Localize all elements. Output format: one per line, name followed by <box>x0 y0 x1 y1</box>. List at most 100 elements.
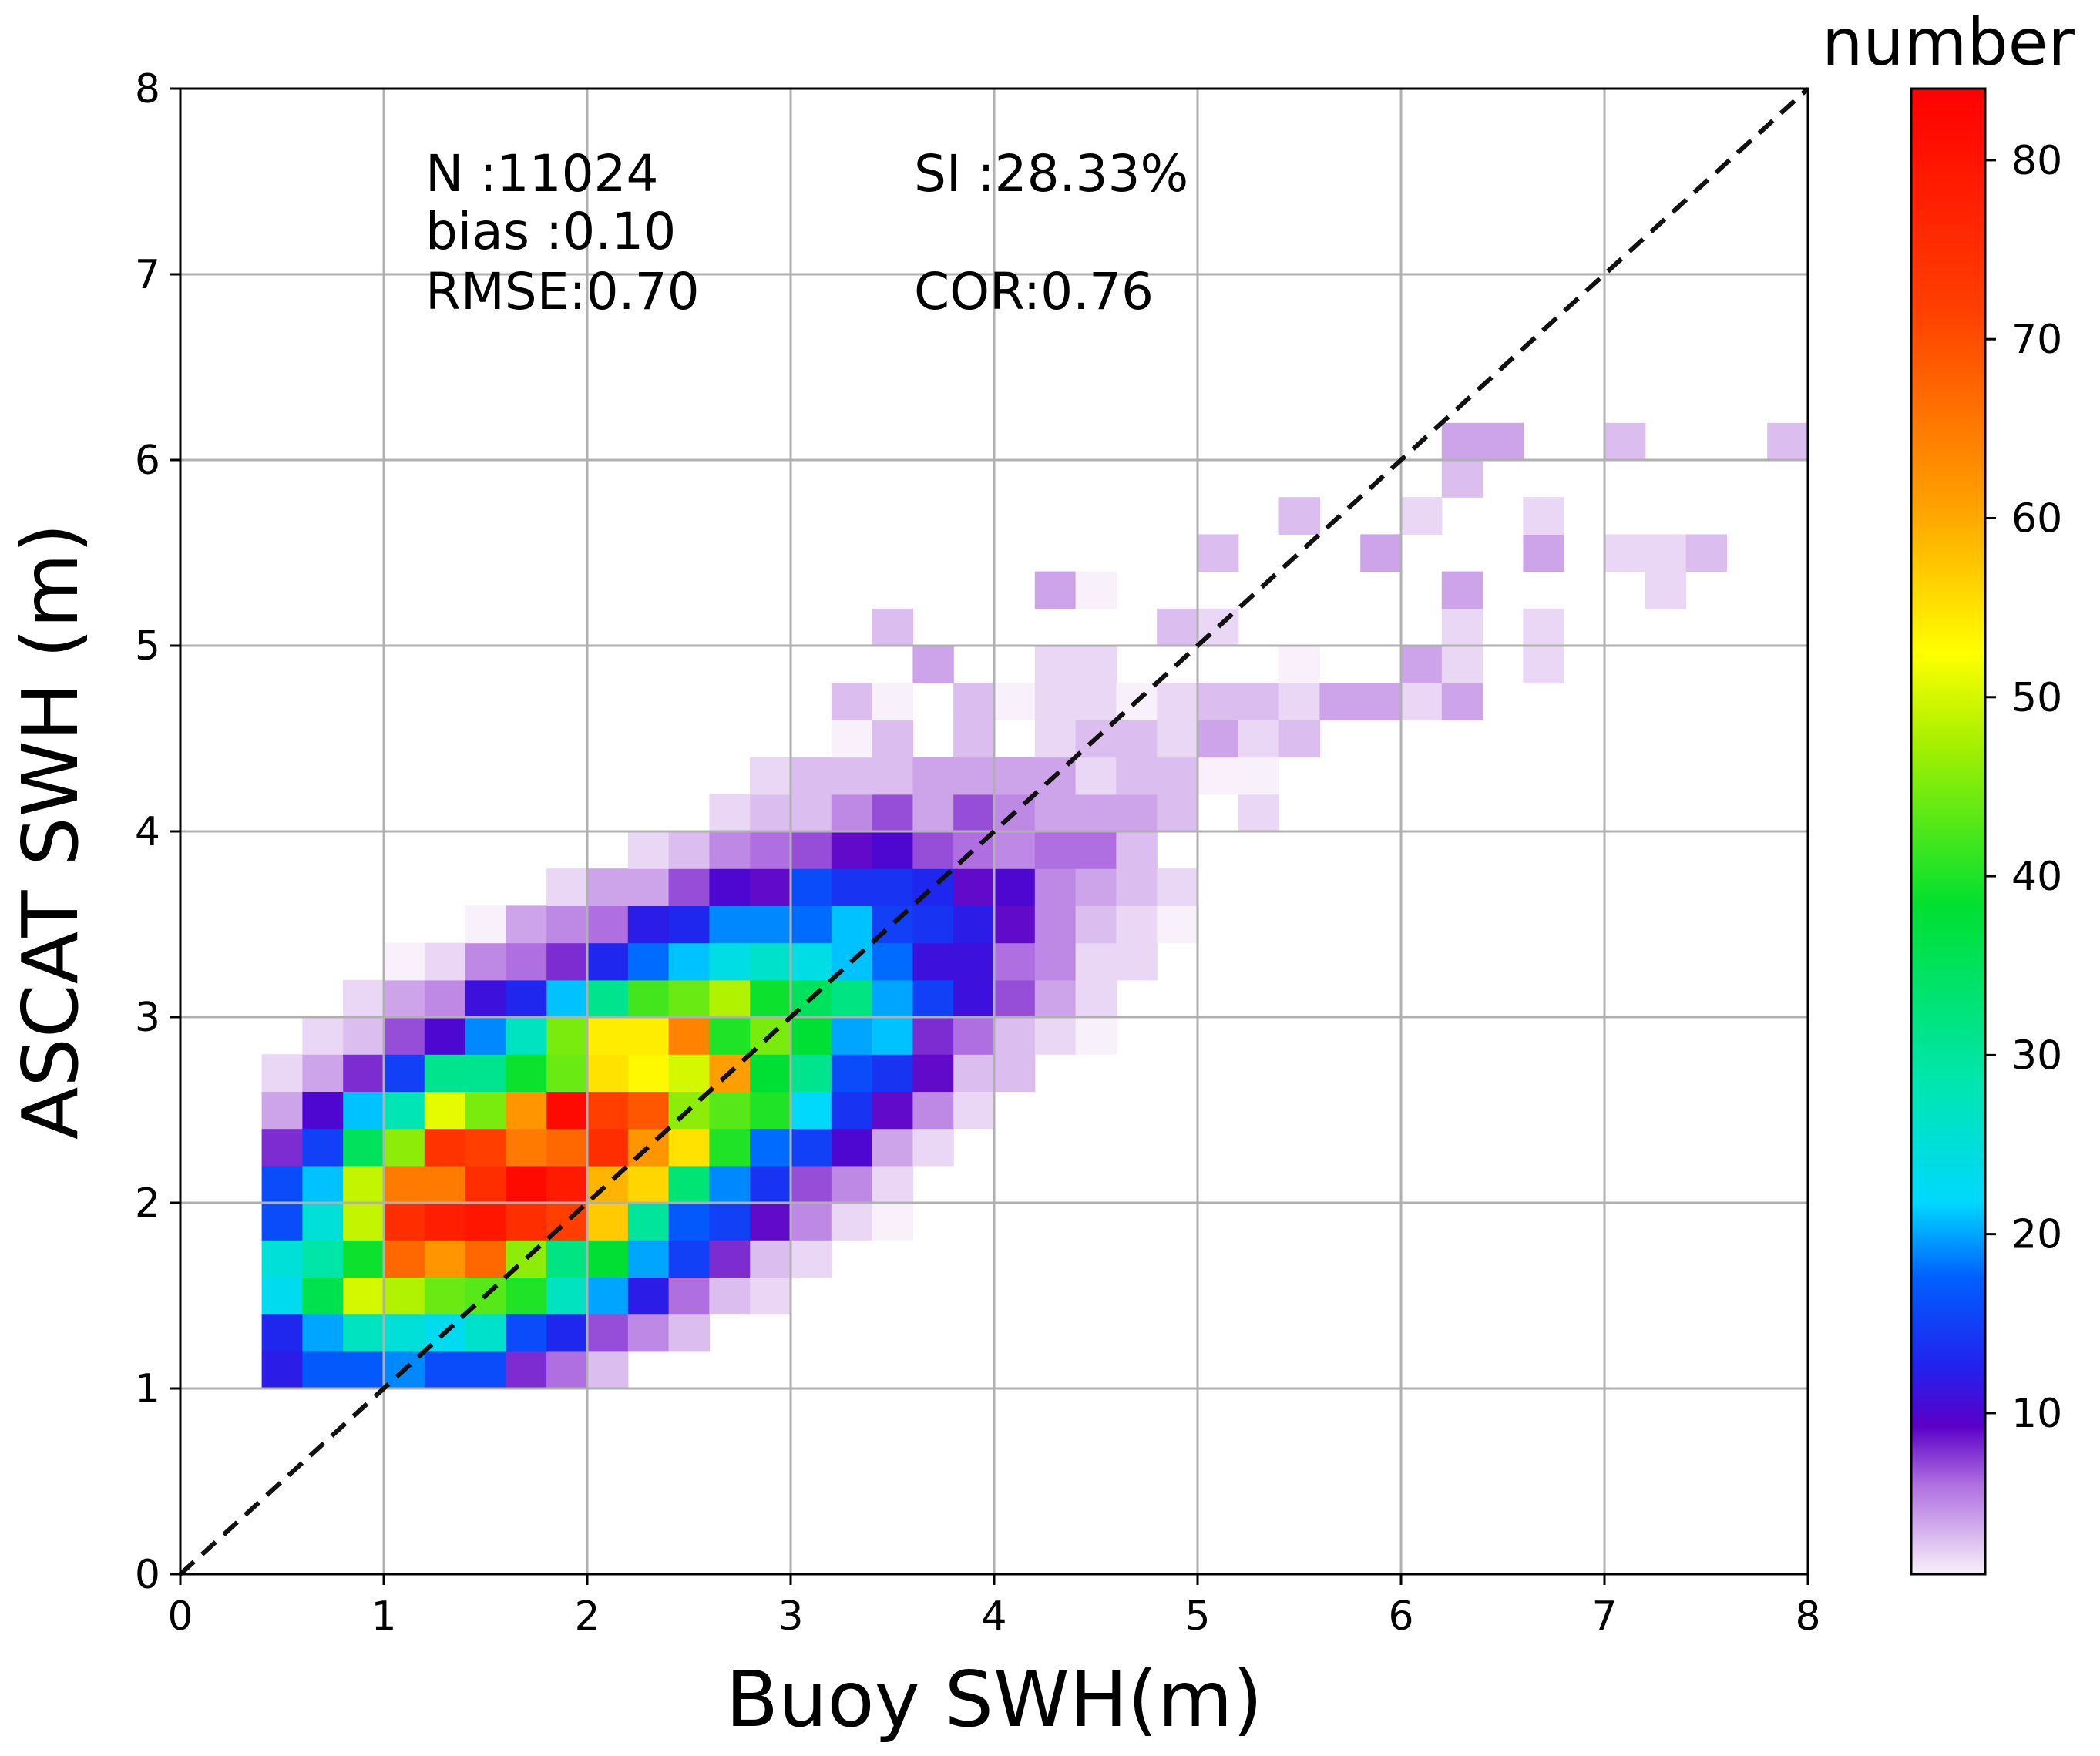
heatmap-bin <box>994 683 1036 720</box>
heatmap-bin <box>1034 720 1077 758</box>
heatmap-bin <box>627 905 670 944</box>
heatmap-bin <box>791 942 832 981</box>
heatmap-bin <box>750 868 791 906</box>
heatmap-bin <box>1157 868 1198 906</box>
heatmap-bin <box>994 831 1036 869</box>
heatmap-bin <box>791 1091 832 1130</box>
heatmap-bin <box>1075 905 1117 944</box>
heatmap-bin <box>1441 571 1483 609</box>
heatmap-bin <box>1441 460 1483 498</box>
heatmap-bin <box>302 1351 344 1389</box>
heatmap-bin <box>912 1128 954 1167</box>
heatmap-bin <box>302 1091 344 1130</box>
heatmap-bin <box>1238 683 1280 720</box>
heatmap-bin <box>424 1165 466 1204</box>
heatmap-bin <box>831 757 873 795</box>
heatmap-bin <box>424 1128 466 1167</box>
heatmap-bin <box>546 1128 588 1167</box>
heatmap-cells <box>261 422 1809 1389</box>
heatmap-bin <box>791 1240 832 1278</box>
heatmap-bin <box>1075 571 1117 609</box>
heatmap-bin <box>791 905 832 944</box>
heatmap-bin <box>668 1314 710 1352</box>
heatmap-bin <box>668 831 710 869</box>
heatmap-bin <box>261 1203 303 1241</box>
y-tick-label: 3 <box>135 995 160 1041</box>
heatmap-bin <box>791 1017 832 1055</box>
heatmap-bin <box>668 868 710 906</box>
y-tick-label: 0 <box>135 1552 160 1598</box>
heatmap-bin <box>668 905 710 944</box>
x-axis-ticks: 0 1 2 3 4 5 6 7 8 <box>167 1574 1821 1640</box>
heatmap-bin <box>506 1277 547 1315</box>
colorbar-gradient <box>1911 89 1985 1574</box>
heatmap-bin <box>302 1277 344 1315</box>
heatmap-bin <box>1198 683 1239 720</box>
heatmap-bin <box>1157 608 1198 646</box>
heatmap-bin <box>1604 422 1646 461</box>
heatmap-bin <box>953 868 995 906</box>
grid-lines <box>180 89 1808 1574</box>
x-tick-label: 5 <box>1184 1593 1210 1640</box>
heatmap-bin <box>384 979 425 1018</box>
heatmap-bin <box>343 1017 385 1055</box>
heatmap-bin <box>506 1054 547 1092</box>
heatmap-bin <box>709 1017 751 1055</box>
heatmap-bin <box>1198 534 1239 572</box>
heatmap-bin <box>872 794 913 832</box>
heatmap-bin <box>953 720 995 758</box>
heatmap-bin <box>994 942 1036 981</box>
heatmap-bin <box>872 1054 913 1092</box>
stat-rmse: RMSE:0.70 <box>425 262 700 321</box>
heatmap-bin <box>750 1128 791 1167</box>
heatmap-bin <box>384 1091 425 1130</box>
heatmap-bin <box>1116 757 1158 795</box>
heatmap-bin <box>424 1054 466 1092</box>
stats-annotation: N :11024 bias :0.10 RMSE:0.70 SI :28.33%… <box>425 144 1188 321</box>
heatmap-bin <box>384 1314 425 1352</box>
heatmap-bin <box>424 1240 466 1278</box>
heatmap-bin <box>831 1017 873 1055</box>
heatmap-bin <box>750 942 791 981</box>
heatmap-bin <box>587 1203 629 1241</box>
heatmap-bin <box>709 1165 751 1204</box>
heatmap-bin <box>750 1277 791 1315</box>
heatmap-bin <box>1441 608 1483 646</box>
heatmap-bin <box>750 1240 791 1278</box>
heatmap-bin <box>302 1128 344 1167</box>
heatmap-bin <box>587 1314 629 1352</box>
heatmap-bin <box>506 1091 547 1130</box>
heatmap-bin <box>1441 683 1483 720</box>
y-tick-label: 6 <box>135 438 160 484</box>
heatmap-bin <box>627 1314 670 1352</box>
heatmap-bin <box>1157 905 1198 944</box>
y-axis-ticks: 0 1 2 3 4 5 6 7 8 <box>135 66 180 1598</box>
heatmap-bin <box>994 868 1036 906</box>
colorbar-frame <box>1910 87 1987 1576</box>
heatmap-bin <box>343 1351 385 1389</box>
heatmap-bin <box>872 1165 913 1204</box>
heatmap-bin <box>546 942 588 981</box>
heatmap-bin <box>709 942 751 981</box>
heatmap-bin <box>1157 757 1198 795</box>
heatmap-bin <box>546 1240 588 1278</box>
heatmap-bin <box>384 1128 425 1167</box>
heatmap-bin <box>912 1091 954 1130</box>
heatmap-bin <box>668 942 710 981</box>
heatmap-bin <box>791 831 832 869</box>
heatmap-bin <box>465 1091 506 1130</box>
stat-si: SI :28.33% <box>914 144 1188 203</box>
heatmap-bin <box>831 1128 873 1167</box>
heatmap-bin <box>750 1203 791 1241</box>
heatmap-bin <box>1075 646 1117 683</box>
heatmap-bin <box>384 1240 425 1278</box>
heatmap-bin <box>302 1054 344 1092</box>
heatmap-bin <box>912 794 954 832</box>
heatmap-bin <box>709 905 751 944</box>
heatmap-bin <box>1034 942 1077 981</box>
heatmap-bin <box>831 683 873 720</box>
heatmap-bin <box>668 979 710 1018</box>
heatmap-bin <box>1278 720 1320 758</box>
heatmap-bin <box>587 1017 629 1055</box>
